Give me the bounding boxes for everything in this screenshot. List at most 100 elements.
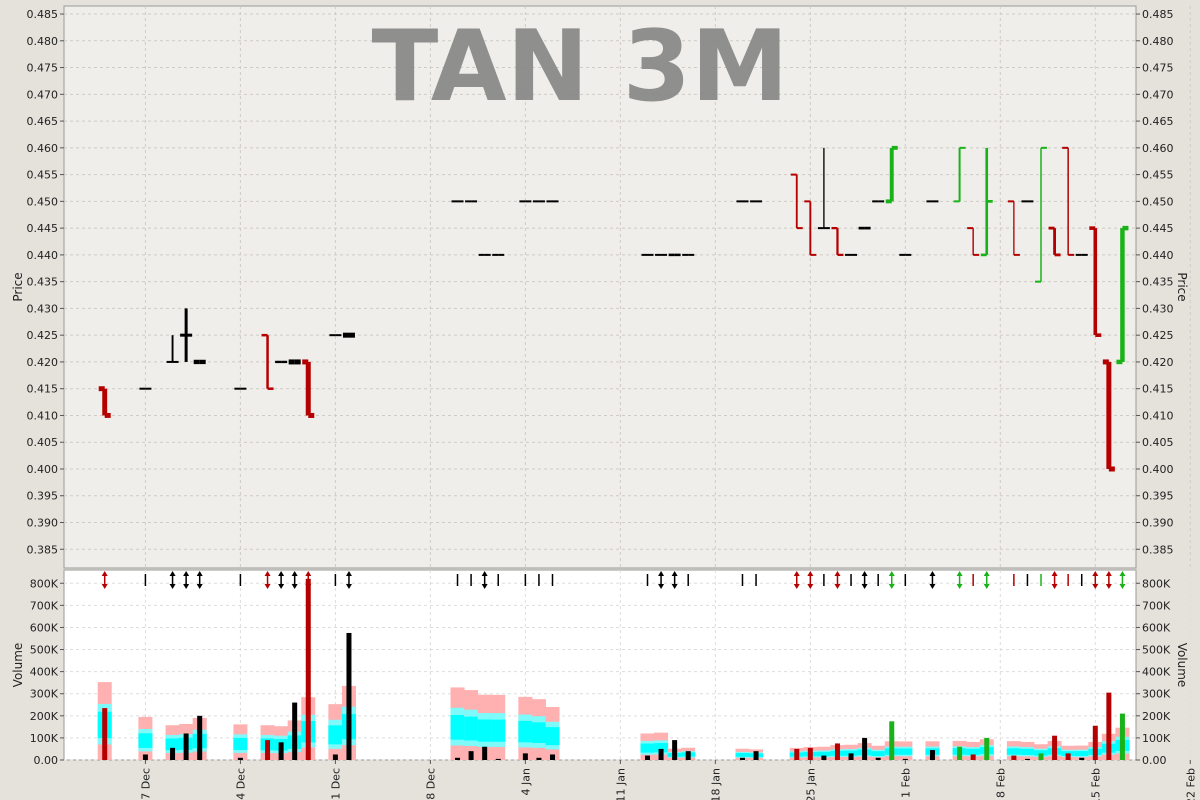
price-tick-label: 0.455 [1142,169,1174,182]
volume-bands [97,682,1130,760]
price-tick-label: 0.435 [1142,276,1174,289]
volume-band-inner [640,743,655,753]
price-tick-label: 0.470 [1142,88,1174,101]
signal-arrow-down [196,584,203,589]
volume-axis-label-left: Volume [11,643,25,688]
volume-bar [142,754,148,760]
volume-bar [332,754,338,760]
price-tick-label: 0.460 [1142,142,1174,155]
signal-arrow-up [1119,571,1126,576]
x-tick-label: 8 Feb [994,768,1007,798]
signal-arrow-down [1051,584,1058,589]
volume-band-inner [531,722,546,743]
price-tick-label: 0.475 [27,62,59,75]
volume-bar [685,751,691,760]
volume-bar [862,737,868,760]
volume-tick-label: 800K [1142,577,1171,590]
signal-arrow-up [481,571,488,576]
volume-bar [929,750,935,760]
volume-bar [197,715,203,760]
x-tick-label: 11 Jan [614,768,627,800]
price-tick-label: 0.485 [1142,8,1174,21]
volume-bar [957,746,963,760]
price-axis-label-right: Price [1175,272,1189,301]
price-bars [98,145,1129,472]
x-tick-label: 28 Dec [424,768,437,800]
volume-tick-label: 100K [1142,732,1171,745]
signal-arrow-down [278,584,285,589]
volume-tick-label: 600K [1142,621,1171,634]
volume-bar [1024,758,1030,760]
volume-band-inner [491,719,506,742]
volume-bar [346,632,352,760]
signal-arrow-up [861,571,868,576]
chart-title: TAN 3M [372,10,789,124]
price-tick-label: 0.430 [1142,302,1174,315]
volume-bar [292,702,298,760]
signal-arrow-down [1092,584,1099,589]
signal-arrow-up [956,571,963,576]
signal-arrow-down [834,584,841,589]
volume-tick-label: 300K [30,688,59,701]
signal-markers [101,571,1126,589]
volume-tick-label: 500K [30,644,59,657]
signal-arrow-up [264,571,271,576]
signal-arrow-down [264,584,271,589]
signal-arrow-down [807,584,814,589]
signal-arrow-down [1119,584,1126,589]
volume-band-inner [844,750,859,756]
volume-bar [984,737,990,760]
volume-tick-label: 500K [1142,644,1171,657]
price-tick-label: 0.425 [1142,329,1174,342]
price-tick-label: 0.470 [27,88,59,101]
volume-band-inner [654,743,669,753]
volume-band-inner [1006,748,1021,755]
signal-arrow-up [183,571,190,576]
volume-bar [902,758,908,760]
signal-arrow-up [1051,571,1058,576]
signal-arrow-up [291,571,298,576]
signal-arrow-down [861,584,868,589]
volume-band-inner [966,748,981,755]
volume-band-inner [1020,748,1035,755]
signal-arrow-down [671,584,678,589]
volume-band-inner [871,751,886,757]
volume-band-inner [464,716,479,741]
price-tick-label: 0.415 [1142,383,1174,396]
signal-arrow-up [671,571,678,576]
signal-arrow-up [834,571,841,576]
price-tick-label: 0.440 [27,249,59,262]
signal-arrow-down [291,584,298,589]
signal-arrow-down [1105,584,1112,589]
signal-arrow-up [658,571,665,576]
volume-tick-label: 0.00 [1142,754,1167,767]
price-panel [63,5,1137,569]
volume-bar [794,748,800,760]
volume-bar [1119,713,1125,760]
signal-arrow-down [983,584,990,589]
volume-bar [658,748,664,760]
price-tick-label: 0.445 [27,222,59,235]
signal-arrow-up [793,571,800,576]
volume-tick-label: 400K [1142,666,1171,679]
volume-tick-label: 200K [1142,710,1171,723]
volume-bar [102,708,108,760]
volume-tick-label: 700K [1142,599,1171,612]
volume-bar [468,751,474,760]
volume-bar [482,746,488,760]
volume-bars [102,578,1125,760]
volume-tick-label: 0.00 [34,754,59,767]
volume-bar [183,733,189,760]
volume-bar [522,753,528,760]
price-tick-label: 0.450 [27,195,59,208]
x-tick-label: 22 Feb [1184,768,1197,800]
volume-bar [1065,753,1071,760]
price-tick-label: 0.390 [1142,517,1174,530]
volume-bar [970,754,976,760]
volume-band-inner [545,727,560,746]
price-tick-label: 0.455 [27,169,59,182]
price-tick-label: 0.480 [27,35,59,48]
signal-arrow-down [929,584,936,589]
volume-bar [278,742,284,760]
